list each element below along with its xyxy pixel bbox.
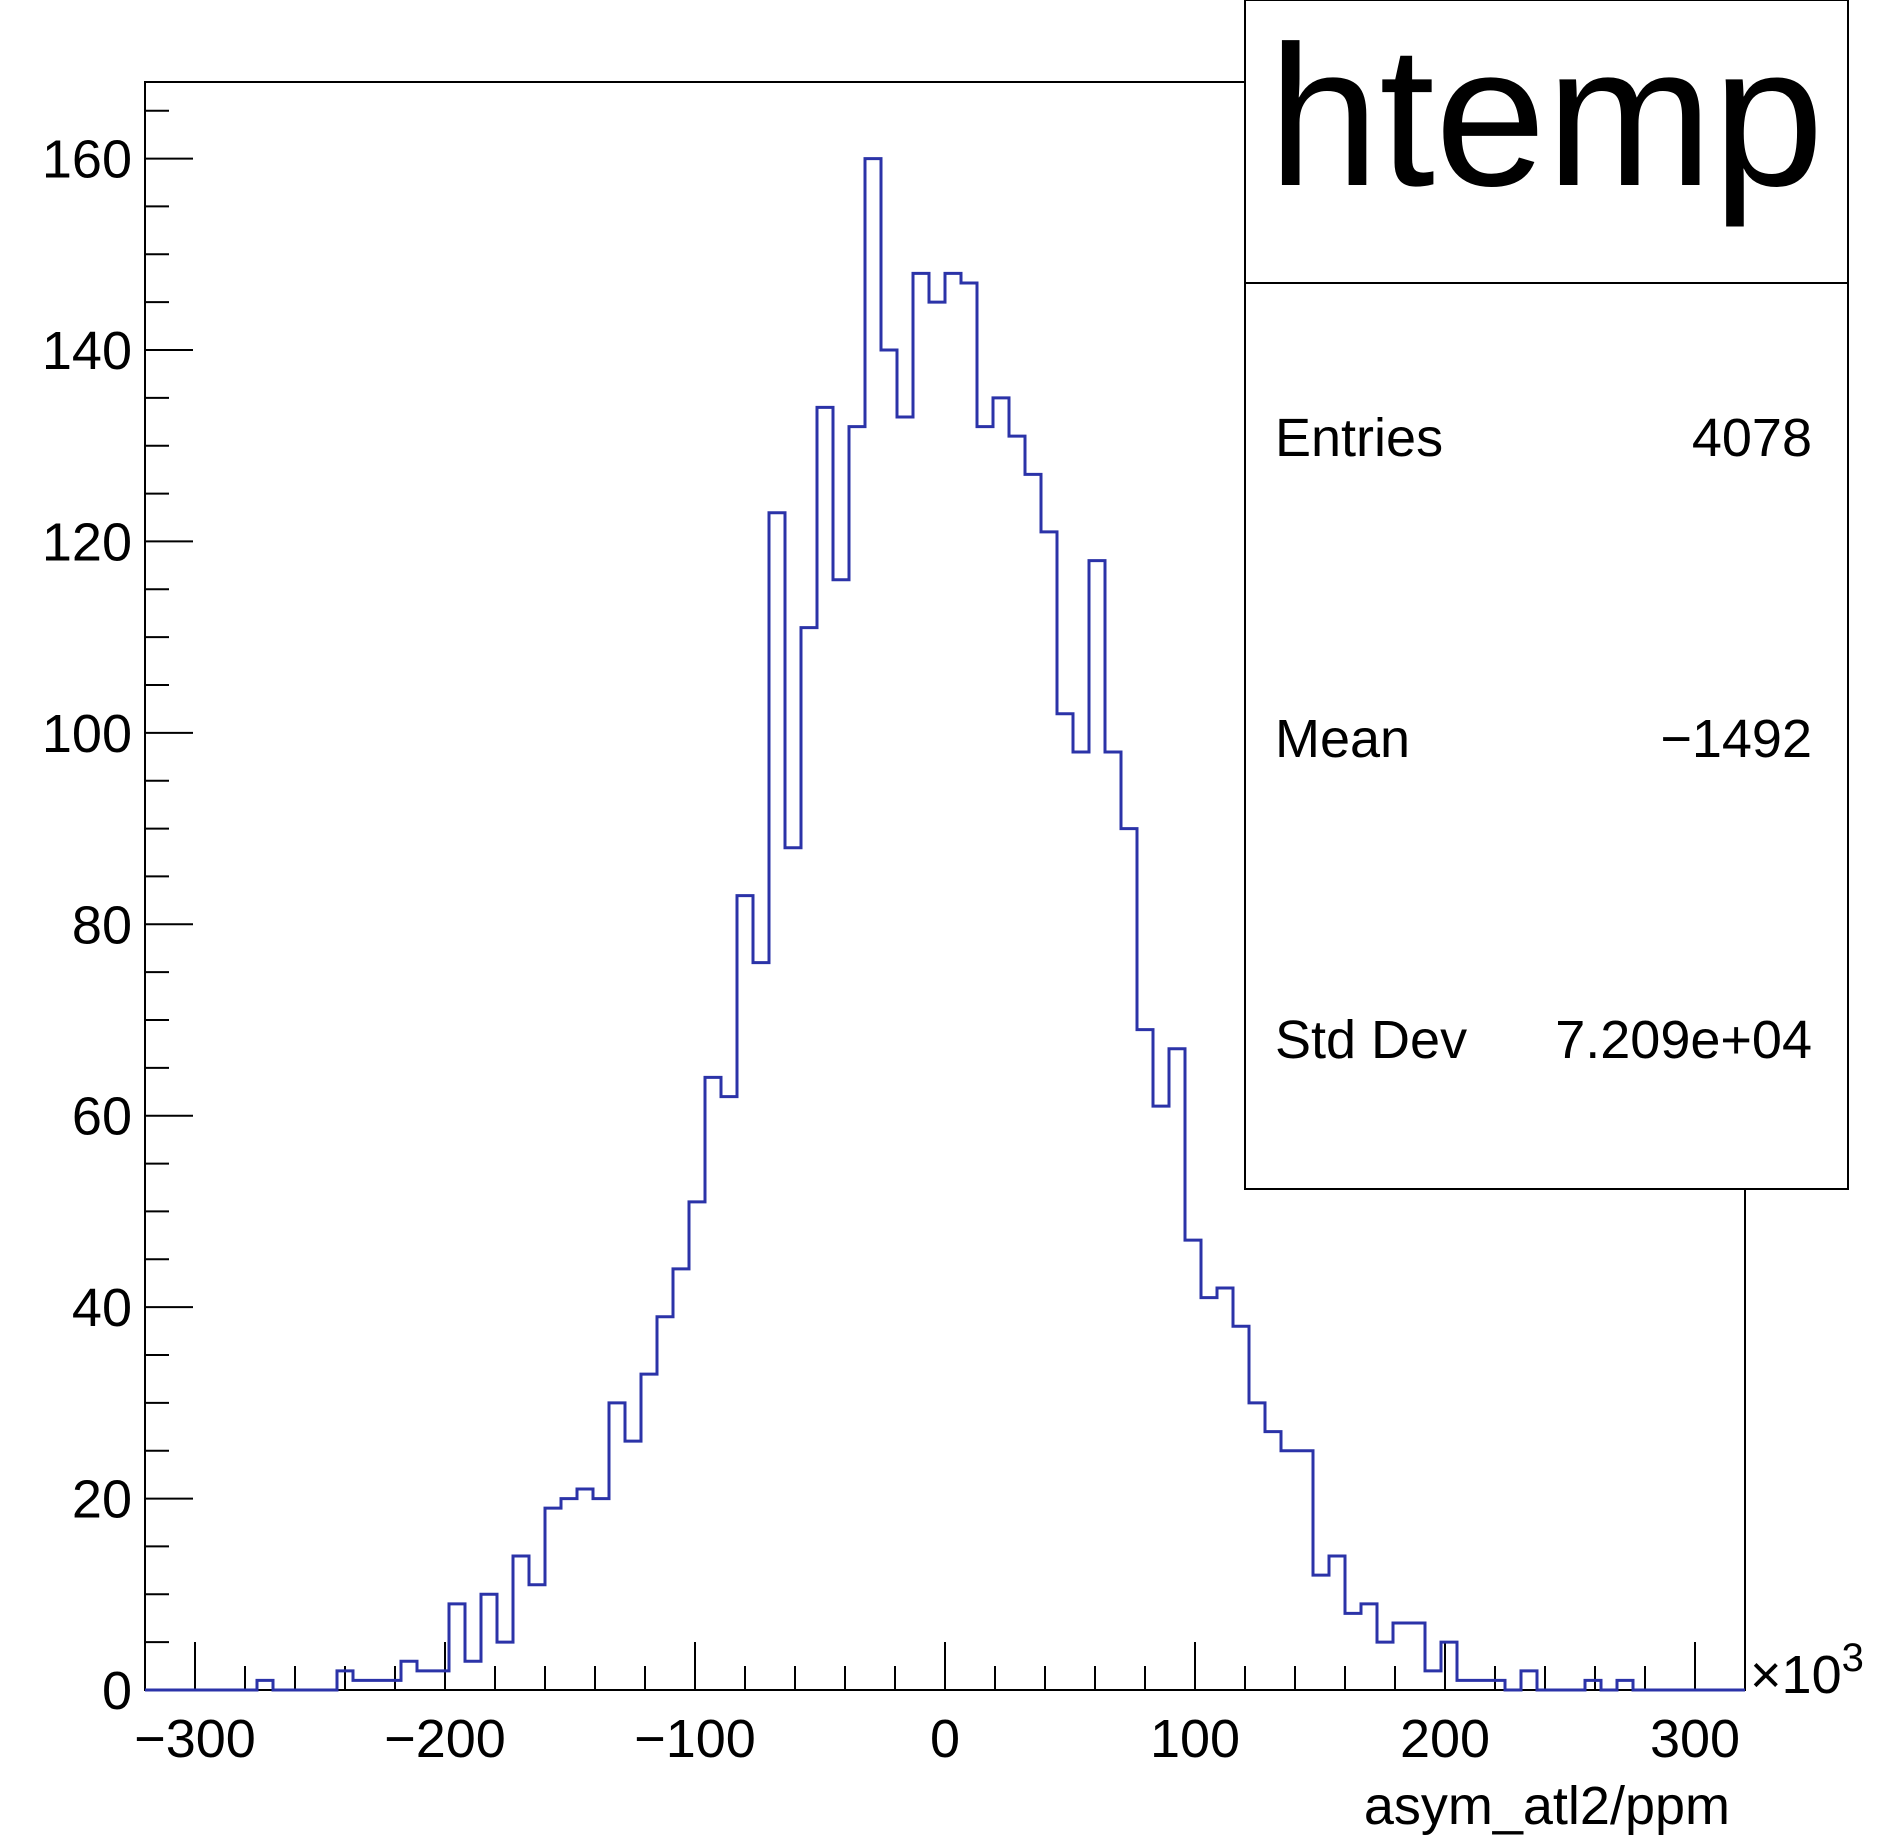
stats-mean-label: Mean <box>1275 709 1410 769</box>
stats-stddev-label: Std Dev <box>1275 1010 1467 1070</box>
y-tick-label: 140 <box>42 321 132 381</box>
histogram-series <box>145 157 1745 1692</box>
x-tick-label: −200 <box>384 1709 506 1769</box>
y-tick-label: 60 <box>72 1087 132 1147</box>
x-tick-label: 100 <box>1150 1709 1240 1769</box>
y-tick-label: 120 <box>42 512 132 572</box>
y-tick-label: 0 <box>102 1661 132 1721</box>
x-tick-label: 0 <box>930 1709 960 1769</box>
x-tick-label: 300 <box>1650 1709 1740 1769</box>
x-tick-label: −100 <box>634 1709 756 1769</box>
stats-stddev-value: 7.209e+04 <box>1555 1010 1812 1070</box>
axis-ticks <box>144 109 1746 1691</box>
y-tick-label: 20 <box>72 1470 132 1530</box>
x-axis-multiplier: ×103 <box>1750 1636 1864 1705</box>
y-tick-label: 100 <box>42 704 132 764</box>
stats-box-frame <box>1244 0 1849 1190</box>
stats-mean-value: −1492 <box>1660 709 1812 769</box>
x-tick-label: −300 <box>134 1709 256 1769</box>
y-tick-label: 80 <box>72 895 132 955</box>
stats-box: htemp Entries 4078 Mean −1492 Std Dev 7.… <box>1244 0 1849 1190</box>
axis-labels: −300 −200 −100 0 100 200 300 0 20 40 60 80 100 120 140… <box>42 130 1740 1769</box>
stats-entries-label: Entries <box>1275 408 1443 468</box>
x-axis-multiplier-base: ×10 <box>1750 1645 1842 1705</box>
x-axis-label: asym_atl2/ppm <box>1364 1776 1730 1836</box>
stats-title: htemp <box>1268 5 1824 228</box>
x-tick-label: 200 <box>1400 1709 1490 1769</box>
stats-entries-value: 4078 <box>1692 408 1812 468</box>
y-tick-label: 40 <box>72 1278 132 1338</box>
x-axis-multiplier-exponent: 3 <box>1842 1636 1864 1680</box>
y-tick-label: 160 <box>42 130 132 190</box>
